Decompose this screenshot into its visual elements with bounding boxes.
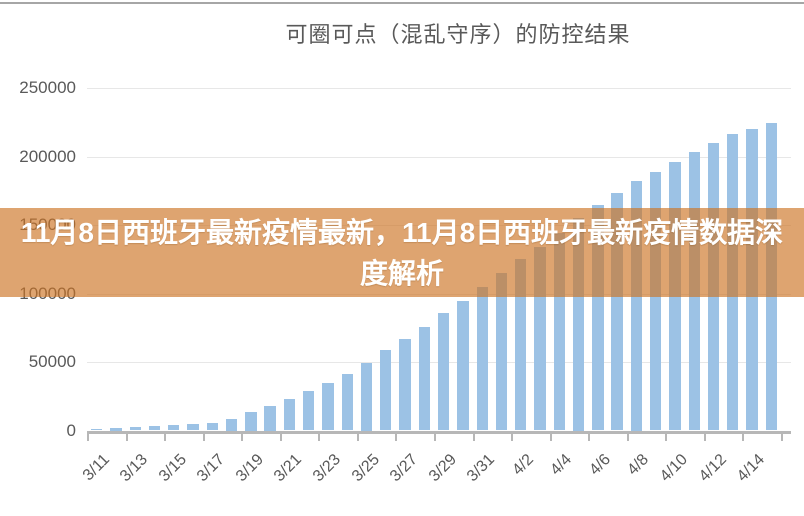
bar-3/21 [283,398,296,431]
x-axis-tick [511,433,514,441]
bar-4/8 [630,181,643,431]
x-axis-tick [87,433,89,441]
bar-3/25 [360,363,373,431]
bar-3/23 [322,383,334,431]
x-axis-tick [665,433,668,441]
y-axis-tick-label: 200000 [19,146,76,166]
bar-4/7 [611,193,623,431]
bar-3/27 [399,339,411,431]
watermark-banner: 11月8日西班牙最新疫情最新，11月8日西班牙最新疫情数据深 度解析 [0,208,804,297]
bar-3/22 [303,391,315,431]
bar-3/31 [476,287,488,431]
x-axis-tick [588,433,591,441]
bar-3/19 [245,411,257,431]
x-axis-line [87,430,791,434]
bar-4/9 [650,171,662,431]
y-axis-tick-label: 0 [66,420,76,440]
bar-3/11 [90,429,103,431]
watermark-banner-line: 度解析 [359,257,444,289]
bar-3/26 [380,350,392,431]
bar-3/16 [187,424,199,431]
x-axis-tick [241,433,244,441]
bar-4/1 [495,273,508,431]
bar-4/3 [534,246,546,431]
bar-3/28 [418,326,431,431]
bar-3/17 [206,423,218,431]
x-axis-tick [395,433,398,441]
bar-4/2 [515,259,527,431]
y-gridline [87,156,791,158]
x-axis-tick [202,433,205,441]
bar-4/5 [572,218,585,431]
chart-title: 可圈可点（混乱守序）的防控结果 [285,22,631,47]
bar-4/4 [553,233,565,431]
bar-3/20 [264,405,276,431]
y-axis-tick-label: 250000 [19,78,76,98]
y-gridline [87,88,791,90]
watermark-banner-text: 11月8日西班牙最新疫情最新，11月8日西班牙最新疫情数据深 度解析 [0,212,804,294]
x-axis-tick [164,433,167,441]
x-axis-tick [472,433,475,441]
x-axis-tick [703,433,706,441]
bar-3/12 [110,428,122,431]
x-axis-tick [318,433,321,441]
x-axis-tick [626,433,629,441]
bar-3/15 [168,425,180,431]
bar-3/14 [148,426,161,431]
bar-3/13 [129,426,141,431]
x-axis-tick [356,433,359,441]
x-axis-tick [279,433,282,441]
y-axis-tick-label: 50000 [28,352,76,372]
watermark-banner-line: 11月8日西班牙最新疫情最新，11月8日西班牙最新疫情数据深 [20,216,784,248]
bar-3/18 [225,418,238,431]
x-axis-tick [125,433,128,441]
bar-3/30 [457,300,469,431]
x-axis-tick [742,433,745,441]
bar-3/29 [437,313,450,431]
x-axis-tick [549,433,552,441]
bar-4/6 [592,204,604,431]
top-border-rule [0,2,804,4]
bar-3/24 [341,374,353,431]
x-axis-tick [781,433,783,441]
x-axis-tick [434,433,436,441]
